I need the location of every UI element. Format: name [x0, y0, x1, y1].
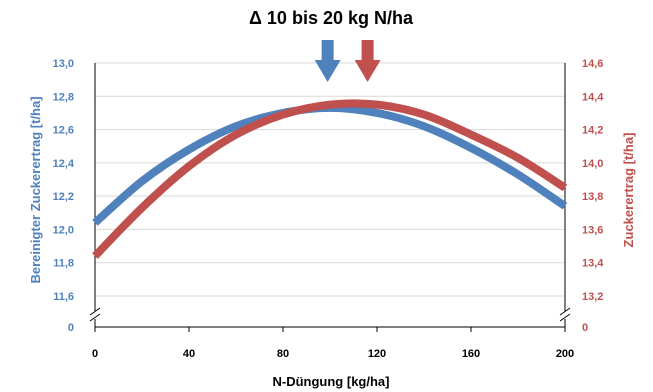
y-right-axis-label: Zuckerertrag [t/ha]	[621, 133, 636, 248]
axis-break-mark	[559, 313, 571, 322]
y-left-tick-label: 12,6	[53, 125, 74, 137]
y-right-tick-label: 14,4	[582, 91, 604, 103]
y-left-tick-label: 11,8	[53, 258, 74, 270]
axis-break-gap	[90, 311, 100, 319]
y-left-tick-label: 12,4	[53, 158, 75, 170]
annotations	[314, 40, 381, 82]
x-tick-label: 0	[92, 348, 98, 360]
axis-break-gap	[560, 311, 570, 319]
y-left-tick-label: 12,8	[53, 91, 74, 103]
y-left-tick-label: 12,0	[53, 224, 74, 236]
y-left-axis-label: Bereinigter Zuckerertrag [t/ha]	[28, 96, 43, 283]
y-left-zero-label: 0	[68, 322, 74, 334]
y-right-tick-label: 13,2	[582, 291, 603, 303]
y-right-tick-label: 13,4	[582, 258, 604, 270]
axes	[89, 63, 571, 332]
chart-title: Δ 10 bis 20 kg N/ha	[249, 8, 414, 28]
x-tick-label: 160	[462, 348, 480, 360]
y-right-tick-label: 13,6	[582, 224, 603, 236]
y-right-zero-label: 0	[582, 322, 588, 334]
arrow-down-blue	[314, 40, 341, 82]
y-right-tick-label: 13,8	[582, 191, 603, 203]
axis-break-mark	[89, 313, 101, 322]
series-line-zuckerertrag	[92, 99, 568, 259]
gridlines	[95, 62, 565, 297]
y-right-tick-label: 14,0	[582, 158, 603, 170]
series-line-bereinigter-zuckerertrag	[92, 103, 568, 226]
y-right-tick-label: 14,2	[582, 125, 603, 137]
x-tick-label: 120	[368, 348, 386, 360]
y-left-tick-label: 11,6	[53, 291, 74, 303]
y-right-tick-label: 14,6	[582, 58, 603, 70]
series	[92, 99, 568, 259]
axis-break-mark	[89, 307, 101, 316]
axis-break-mark	[559, 307, 571, 316]
y-left-tick-label: 12,2	[53, 191, 74, 203]
x-tick-label: 40	[183, 348, 195, 360]
labels: 13,0 14,6 12,8 14,4 12,6 14,2 12,4 14,0 12,2 13,8…	[28, 8, 636, 389]
x-axis-label: N-Düngung [kg/ha]	[273, 374, 390, 389]
y-left-tick-label: 13,0	[53, 58, 74, 70]
x-tick-label: 80	[277, 348, 289, 360]
x-tick-label: 200	[556, 348, 574, 360]
arrow-down-red	[354, 40, 381, 82]
